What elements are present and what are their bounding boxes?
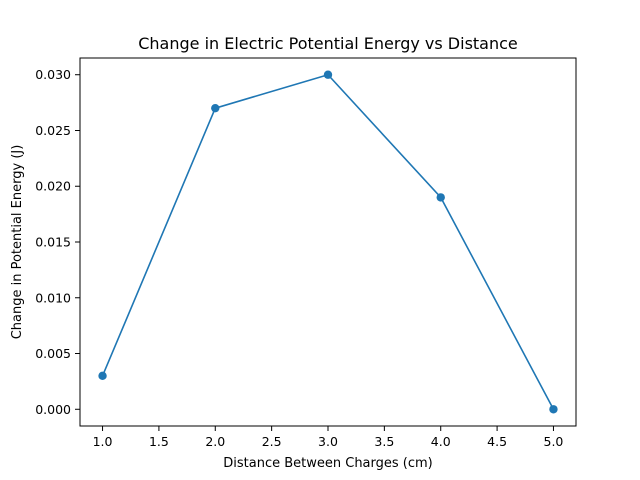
chart-title: Change in Electric Potential Energy vs D… [138, 34, 518, 53]
x-tick-label: 4.0 [431, 434, 451, 449]
y-tick-label: 0.020 [35, 179, 71, 194]
plot-area [98, 70, 558, 414]
x-axis-ticks: 1.0 1.5 2.0 2.5 3.0 3.5 4.0 4.5 5.0 [93, 426, 564, 449]
y-tick-label: 0.010 [35, 290, 71, 305]
x-tick-label: 3.0 [318, 434, 338, 449]
x-tick-label: 2.0 [205, 434, 225, 449]
y-tick-label: 0.000 [35, 402, 71, 417]
x-tick-label: 4.5 [487, 434, 507, 449]
x-tick-label: 1.0 [93, 434, 113, 449]
data-point [211, 103, 220, 113]
y-axis-ticks: 0.000 0.005 0.010 0.015 0.020 0.025 0.030 [35, 67, 80, 417]
y-tick-label: 0.015 [35, 235, 71, 250]
data-point [323, 70, 333, 79]
x-tick-label: 5.0 [544, 434, 564, 449]
data-point [98, 371, 107, 381]
x-tick-label: 3.5 [374, 434, 394, 449]
y-tick-label: 0.030 [35, 67, 71, 82]
data-point [549, 405, 558, 414]
x-tick-label: 1.5 [149, 434, 169, 449]
x-tick-label: 2.5 [262, 434, 282, 449]
y-tick-label: 0.005 [35, 346, 71, 361]
data-point [436, 193, 445, 202]
y-axis-label: Change in Potential Energy (J) [10, 145, 25, 340]
y-tick-label: 0.025 [35, 123, 71, 138]
x-axis-label: Distance Between Charges (cm) [223, 456, 433, 471]
